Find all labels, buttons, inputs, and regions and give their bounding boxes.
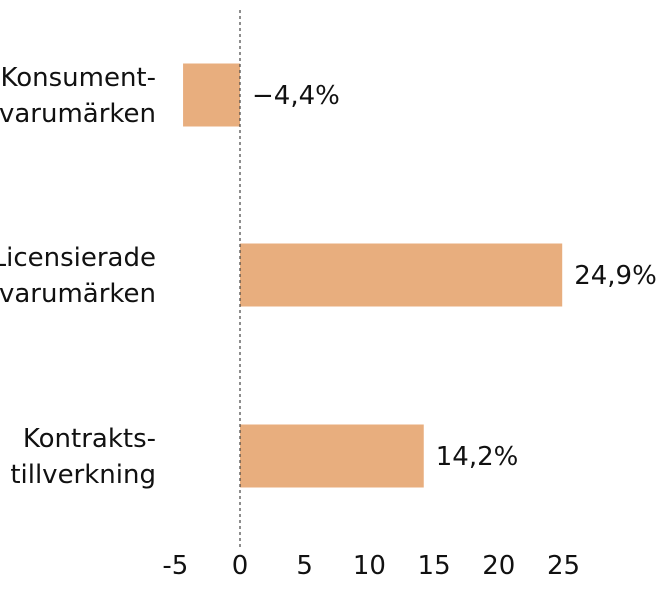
bars-layer (183, 63, 563, 488)
x-axis-ticks: -5 0 5 10 15 20 25 (162, 551, 580, 581)
bar-1 (240, 243, 563, 307)
value-label-0: −4,4% (252, 81, 340, 111)
x-tick-label-5: 20 (482, 551, 515, 581)
x-tick-label-0: -5 (162, 551, 188, 581)
x-tick-label-4: 15 (418, 551, 451, 581)
x-tick-label-1: 0 (232, 551, 249, 581)
x-tick-label-6: 25 (547, 551, 580, 581)
category-label-line: Kontrakts- (23, 424, 156, 454)
category-label-line: varumärken (0, 279, 156, 309)
category-label-2: Kontrakts-tillverkning (10, 424, 156, 490)
category-label-0: Konsument-varumärken (0, 63, 156, 129)
value-label-1: 24,9% (574, 261, 657, 291)
category-label-line: tillverkning (10, 460, 156, 490)
bar-2 (240, 424, 424, 488)
labels-layer: −4,4% Konsument-varumärken 24,9% Licensiera… (0, 63, 657, 490)
bar-0 (183, 63, 240, 127)
category-label-1: Licensierade varumärken (0, 243, 156, 309)
x-tick-label-2: 5 (296, 551, 313, 581)
category-label-line: Konsument- (0, 63, 156, 93)
category-label-line: Licensierade (0, 243, 156, 273)
value-label-2: 14,2% (436, 442, 519, 472)
x-tick-label-3: 10 (353, 551, 386, 581)
category-label-line: varumärken (0, 99, 156, 129)
